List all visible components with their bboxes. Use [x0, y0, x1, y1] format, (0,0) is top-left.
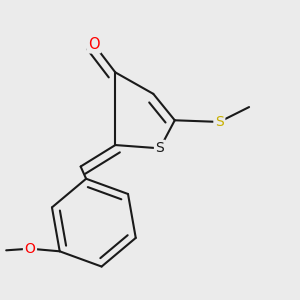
Text: O: O [88, 37, 100, 52]
Text: S: S [215, 115, 224, 129]
Text: S: S [155, 141, 164, 155]
Text: O: O [25, 242, 35, 256]
